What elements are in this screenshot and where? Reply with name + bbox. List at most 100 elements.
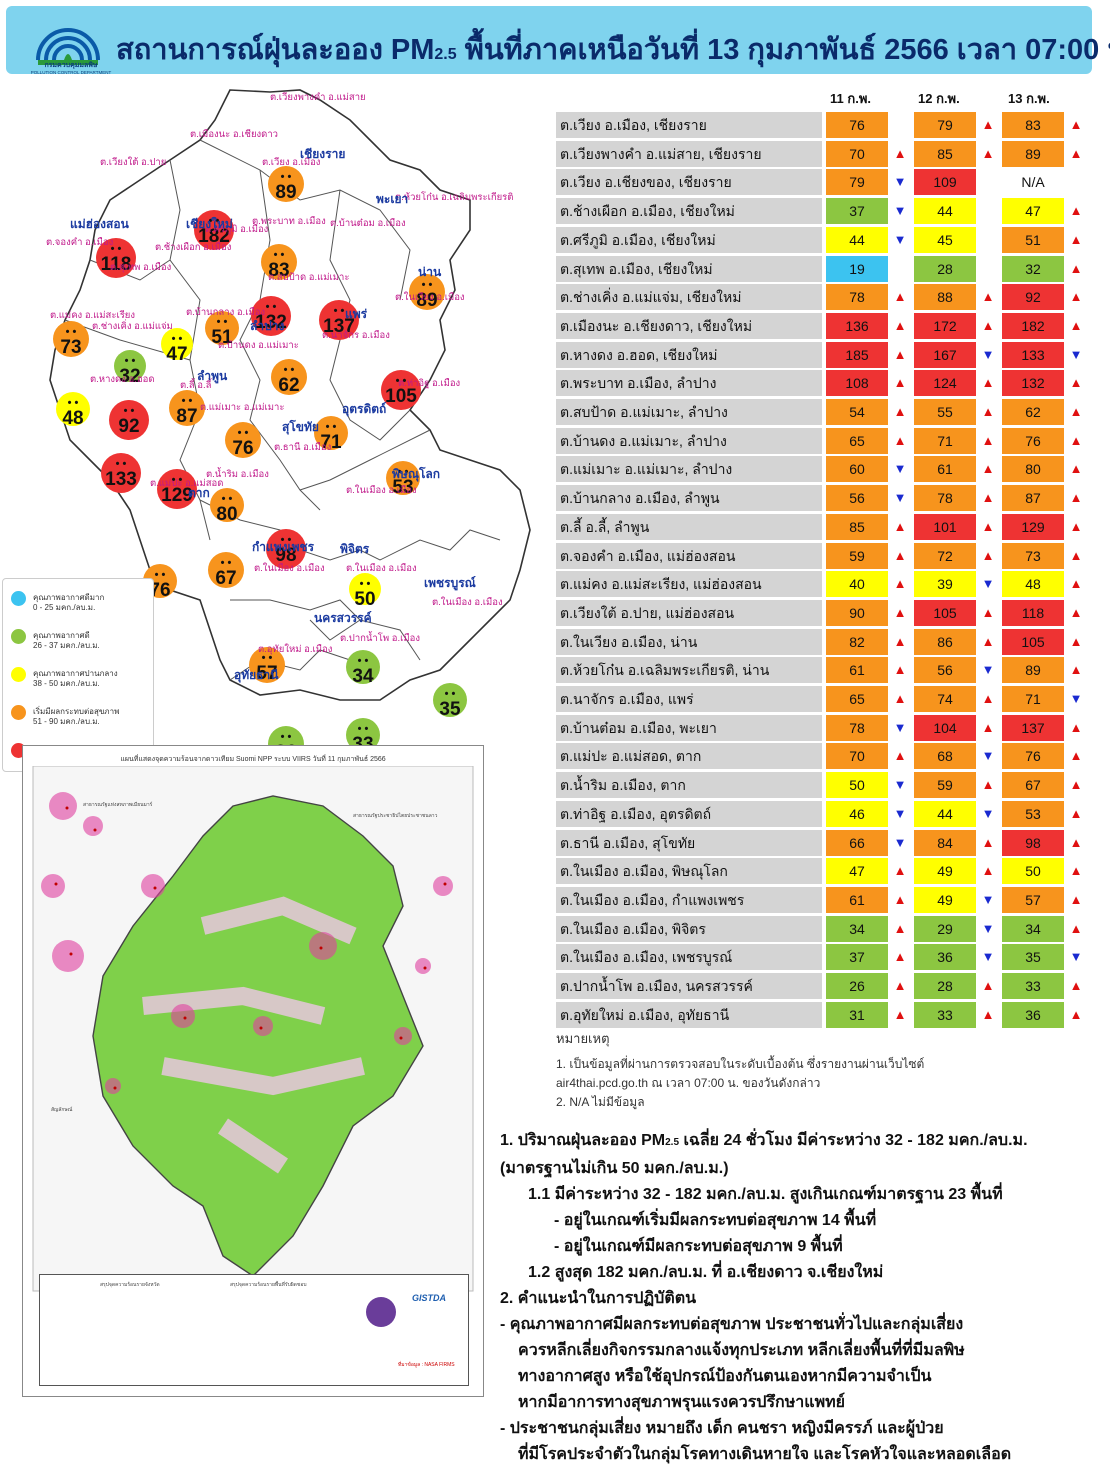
pm25-value-cell: 105 [914,599,976,626]
station-name: ต.เวียง อ.เมือง, เชียงราย [556,112,822,138]
trend-down-icon: ▼ [1069,346,1083,362]
pm25-value-cell: 109 [914,169,976,196]
province-label: แพร่ [345,307,368,321]
summary-line-6: 1.2 สูงสุด 182 มคก./ลบ.ม. ที่ อ.เชียงดาว… [528,1264,884,1281]
summary-line-5: - อยู่ในเกณฑ์มีผลกระทบต่อสุขภาพ 9 พื้นที… [554,1238,843,1255]
trend-up-icon: ▲ [1069,719,1083,735]
legend-label: คุณภาพอากาศปานกลาง [33,669,118,678]
face-icon: • • [444,688,456,700]
station-map-label: ต.ท่าอิฐ อ.เมือง [398,378,461,389]
pm25-value-cell: 78 [826,714,888,741]
pm25-value-cell: 19 [826,255,888,282]
pm25-value-cell: 48 [1002,571,1064,598]
face-icon: • • [273,249,285,261]
station-value: 129 [161,485,193,506]
station-value: 53 [392,477,414,498]
legend-item: คุณภาพอากาศดี 26 - 37 มคก./ลบ.ม. [11,629,151,659]
station-map-label: ต.เมืองนะ อ.เชียงดาว [190,129,278,140]
face-icon: • • [123,405,135,417]
table-row: ต.ในเมือง อ.เมือง, เพชรบูรณ์ 37 ▲ 36 ▼ 35 ▼ [556,944,1086,971]
station-bubble: • • 53 [386,461,420,498]
pm25-value-cell: 79 [826,169,888,196]
pm25-value-cell: 137 [1002,714,1064,741]
trend-down-icon: ▼ [893,834,907,850]
trend-up-icon: ▲ [1069,117,1083,132]
trend-up-icon: ▲ [1069,404,1083,419]
face-icon: • • [221,493,233,505]
pm25-value-cell: 82 [826,628,888,655]
pm25-value-cell: 65 [826,686,888,712]
station-name: ต.หางดง อ.ฮอด, เชียงใหม่ [556,341,822,368]
hotspot-area-title: สรุปจุดความร้อนรายพื้นที่รับผิดชอบ [230,1282,307,1288]
pm25-value-cell: 28 [914,973,976,999]
station-bubble: • • 62 [271,359,307,396]
trend-up-icon: ▲ [1069,375,1083,391]
station-name: ต.จองคำ อ.เมือง, แม่ฮ่องสอน [556,542,822,569]
table-row: ต.น้ำริม อ.เมือง, ตาก 50 ▼ 59 ▲ 67 ▲ [556,772,1086,799]
trend-up-icon: ▲ [893,978,907,993]
pm25-value-cell: 98 [1002,829,1064,856]
pm25-value-cell: 50 [826,772,888,799]
pm25-value-cell: 68 [914,743,976,770]
province-outline-map [49,89,531,701]
station-value: 87 [176,406,198,427]
pm25-value-cell: 136 [826,312,888,339]
pm25-value-cell: 32 [1002,255,1064,282]
table-row: ต.สบป้าด อ.แม่เมาะ, ลำปาง 54 ▲ 55 ▲ 62 ▲ [556,399,1086,425]
pm25-value-cell: 67 [1002,772,1064,799]
trend-up-icon: ▲ [1069,145,1083,161]
pm25-value-cell: 71 [914,427,976,454]
legend-range: 38 - 50 มคก./ลบ.ม. [33,679,100,688]
station-map-label: ต.อุทัยใหม่ อ.เมือง [258,644,333,655]
station-value: 83 [268,260,290,281]
station-value: 67 [215,568,237,589]
station-name: ต.ปากน้ำโพ อ.เมือง, นครสวรรค์ [556,973,822,999]
table-row: ต.ช่างเคิ่ง อ.แม่แจ่ม, เชียงใหม่ 78 ▲ 88 ▲ 92… [556,284,1086,311]
trend-down-icon: ▼ [893,231,907,247]
pm25-value-cell: 59 [826,542,888,569]
pm25-value-cell: 39 [914,571,976,598]
face-icon: • • [357,723,369,735]
pm25-value-cell: 89 [1002,657,1064,684]
trend-up-icon: ▲ [1069,978,1083,993]
province-label: อุทัยธานี [234,668,279,682]
station-name: ต.ในเมือง อ.เมือง, เพชรบูรณ์ [556,944,822,971]
station-bubble: • • 76 [225,422,261,459]
station-name: ต.อุทัยใหม่ อ.เมือง, อุทัยธานี [556,1001,822,1028]
pm25-value-cell: 37 [826,198,888,225]
pm25-value-cell: 51 [1002,226,1064,253]
trend-down-icon: ▼ [981,662,995,678]
trend-up-icon: ▲ [981,375,995,391]
date-header-2: 12 ก.พ. [918,91,960,106]
station-bubble: • • 132 [251,296,291,336]
station-value: 89 [275,182,297,203]
title-part1: สถานการณ์ฝุ่นละออง PM [116,34,435,66]
face-icon: • • [124,355,136,367]
station-map-label: ต.ช้างเผือก อ.เมือง [155,242,232,253]
station-value: 47 [166,344,188,365]
pm25-value-cell: 108 [826,370,888,397]
station-map-label: ต.ในเวียง อ.เมือง [395,292,465,303]
table-row: ต.ศรีภูมิ อ.เมือง, เชียงใหม่ 44 ▼ 45 51 ▲ [556,226,1086,253]
station-bubble: • • 92 [109,400,149,440]
pm25-value-cell: 84 [914,829,976,856]
station-value: 57 [256,663,278,684]
pm25-value-cell: 50 [1002,858,1064,885]
pm25-value-cell: 133 [1002,341,1064,368]
station-value: 35 [439,699,461,720]
station-value: 133 [105,469,137,490]
note-2: 2. N/A ไม่มีข้อมูล [556,1095,645,1109]
pm25-value-cell: 76 [1002,427,1064,454]
station-map-label: ต.ในเมือง อ.เมือง [432,597,503,608]
station-map-label: ต.สบป้าด อ.แม่เมาะ [268,272,350,283]
pm25-value-cell: 36 [914,944,976,971]
table-row: ต.ธานี อ.เมือง, สุโขทัย 66 ▼ 84 ▲ 98 ▲ [556,829,1086,856]
trend-up-icon: ▲ [893,691,907,706]
summary-line-1: 1. ปริมาณฝุ่นละออง PM2.5 เฉลี่ย 24 ชั่วโ… [500,1132,1028,1149]
face-icon: • • [181,395,193,407]
trend-up-icon: ▲ [981,145,995,161]
pm25-value-cell: 29 [914,915,976,942]
station-map-label: ต.ในเมือง อ.เมือง [346,485,417,496]
trend-up-icon: ▲ [1069,518,1083,534]
sat-legend-title: สัญลักษณ์ [51,1107,73,1113]
